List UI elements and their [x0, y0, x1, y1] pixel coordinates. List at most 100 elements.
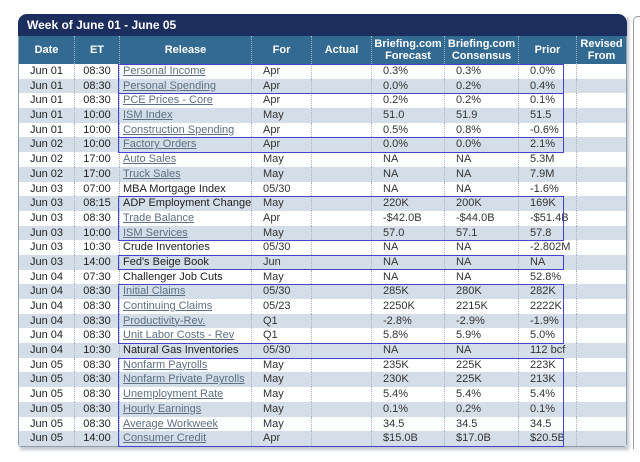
cell-prior: 5.4% [518, 387, 576, 402]
cell-for: Apr [251, 210, 311, 226]
cell-et: 08:30 [74, 64, 119, 79]
cell-for: Apr [251, 122, 311, 138]
cell-prior: 282K [518, 284, 576, 299]
cell-for: May [251, 357, 311, 373]
cell-prior: 7.9M [518, 166, 576, 182]
release-link[interactable]: Hourly Earnings [123, 402, 202, 415]
cell-for: 05/30 [251, 343, 311, 358]
cell-prior: 34.5 [518, 416, 576, 432]
cell-revised [576, 166, 626, 182]
release-link[interactable]: Personal Spending [123, 79, 216, 92]
release-link[interactable]: Initial Claims [123, 285, 186, 298]
cell-actual [311, 181, 371, 197]
cell-et: 07:00 [74, 181, 119, 197]
cell-et: 10:00 [74, 108, 119, 123]
release-link[interactable]: Consumer Credit [123, 432, 207, 445]
cell-revised [576, 225, 626, 241]
cell-revised [576, 313, 626, 329]
release-link[interactable]: Construction Spending [123, 123, 235, 136]
cell-prior: 213K [518, 372, 576, 388]
release-link[interactable]: Productivity-Rev. [123, 314, 206, 327]
cell-revised [576, 269, 626, 285]
cell-release: Construction Spending [119, 122, 251, 138]
cell-release: Fed's Beige Book [119, 254, 251, 270]
table-row: Jun 04 08:30 Initial Claims 05/30 285K 280K 28… [19, 284, 626, 299]
cell-et: 08:30 [74, 299, 119, 314]
cell-date: Jun 01 [29, 123, 64, 136]
cell-for: Jun [251, 254, 311, 270]
cell-consensus: 0.2% [444, 78, 518, 94]
cell-consensus: -$44.0B [444, 210, 518, 226]
release-link[interactable]: ISM Services [123, 226, 188, 239]
release-link[interactable]: Nonfarm Private Payrolls [123, 373, 245, 386]
cell-revised [576, 210, 626, 226]
cell-consensus: 51.9 [444, 108, 518, 123]
release-text: Crude Inventories [123, 241, 210, 254]
cell-forecast: NA [371, 166, 444, 182]
cell-date: Jun 03 [29, 182, 64, 195]
cell-for: Apr [251, 137, 311, 153]
release-link[interactable]: Auto Sales [123, 153, 177, 166]
release-link[interactable]: Trade Balance [123, 211, 195, 224]
cell-actual [311, 210, 371, 226]
cell-revised [576, 152, 626, 167]
cell-actual [311, 93, 371, 109]
col-header-actual: Actual [311, 36, 371, 64]
col-header-release: Release [119, 36, 251, 64]
cell-consensus: NA [444, 181, 518, 197]
cell-date: Jun 04 [29, 314, 64, 327]
col-header-revised-from: Revised From [576, 36, 626, 64]
cell-actual [311, 196, 371, 211]
release-link[interactable]: Unemployment Rate [123, 388, 224, 401]
table-row: Jun 03 07:00 MBA Mortgage Index 05/30 NA NA -1… [19, 181, 626, 197]
cell-forecast: 285K [371, 284, 444, 299]
cell-for: May [251, 196, 311, 211]
adjacent-panel-edge [633, 16, 640, 449]
release-link[interactable]: ISM Index [123, 109, 173, 122]
cell-revised [576, 401, 626, 417]
cell-prior: -1.6% [518, 181, 576, 197]
cell-forecast: NA [371, 240, 444, 255]
cell-revised [576, 357, 626, 373]
release-link[interactable]: Truck Sales [123, 167, 181, 180]
economic-calendar-table: Week of June 01 - June 05 Date ET Releas… [18, 14, 627, 447]
cell-prior: 223K [518, 357, 576, 373]
release-link[interactable]: Unit Labor Costs - Rev [123, 329, 235, 342]
cell-date: Jun 05 [29, 373, 64, 386]
release-link[interactable]: Personal Income [123, 65, 206, 77]
cell-for: May [251, 387, 311, 402]
cell-et: 10:00 [74, 225, 119, 241]
cell-release: ADP Employment Change [119, 196, 251, 211]
release-link[interactable]: Nonfarm Payrolls [123, 358, 208, 371]
cell-prior: 0.0% [518, 64, 576, 79]
release-link[interactable]: Continuing Claims [123, 300, 213, 312]
cell-prior: -$51.4B [518, 210, 576, 226]
cell-forecast: 235K [371, 357, 444, 373]
cell-for: Q1 [251, 313, 311, 329]
cell-revised [576, 431, 626, 446]
cell-revised [576, 372, 626, 388]
cell-date: Jun 01 [29, 65, 64, 77]
cell-prior: $20.5B [518, 431, 576, 446]
release-text: Fed's Beige Book [123, 255, 209, 268]
cell-for: Apr [251, 431, 311, 446]
release-link[interactable]: Factory Orders [123, 138, 197, 151]
cell-date: Jun 04 [29, 300, 64, 312]
cell-prior: 5.0% [518, 328, 576, 344]
cell-prior: 0.4% [518, 78, 576, 94]
release-link[interactable]: PCE Prices - Core [123, 94, 213, 107]
cell-revised [576, 254, 626, 270]
cell-et: 10:00 [74, 137, 119, 153]
table-row: Jun 01 08:30 Personal Income Apr 0.3% 0.3% 0.0… [19, 64, 626, 79]
col-header-date: Date [34, 44, 59, 56]
cell-actual [311, 78, 371, 94]
cell-et: 07:30 [74, 269, 119, 285]
cell-revised [576, 387, 626, 402]
cell-actual [311, 166, 371, 182]
cell-for: May [251, 416, 311, 432]
release-link[interactable]: Average Workweek [123, 417, 218, 430]
cell-prior: 112 bcf [518, 343, 576, 358]
cell-date: Jun 05 [29, 432, 64, 445]
cell-et: 08:30 [74, 328, 119, 344]
cell-for: Apr [251, 64, 311, 79]
